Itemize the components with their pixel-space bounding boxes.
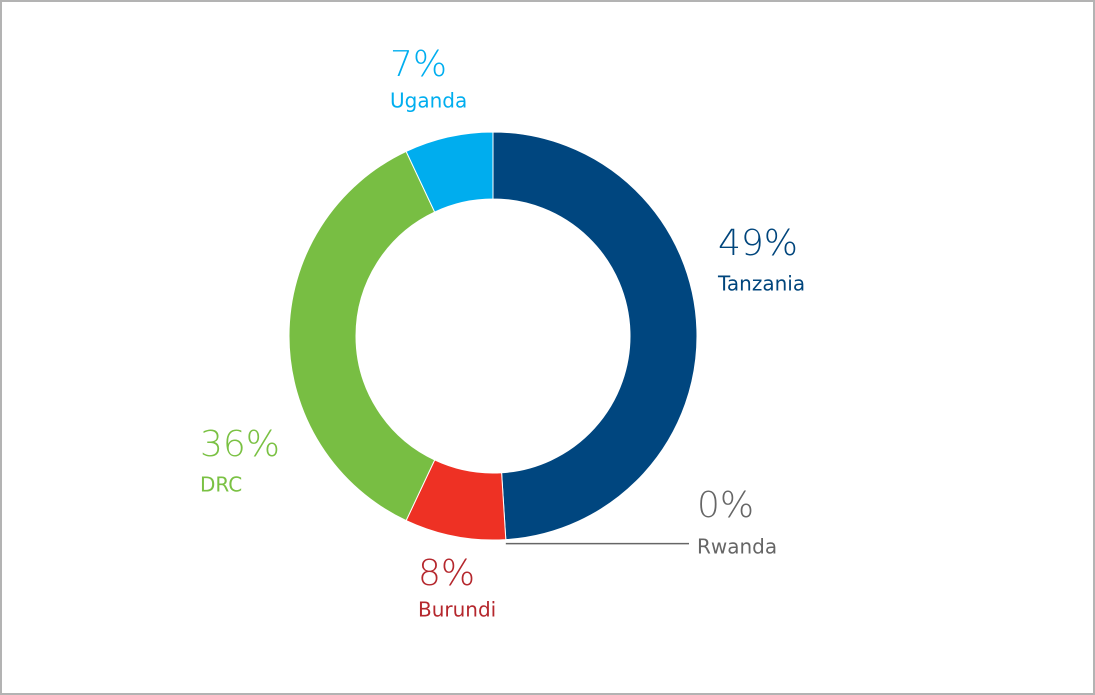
value-label: 7%: [390, 44, 447, 85]
slice: [405, 131, 494, 213]
category-label: DRC: [200, 473, 242, 497]
category-label: Burundi: [418, 598, 496, 622]
value-label: 0%: [697, 485, 754, 526]
category-label: Rwanda: [697, 535, 777, 559]
value-label: 36%: [200, 424, 280, 465]
slice: [288, 150, 436, 522]
value-label: 49%: [718, 223, 798, 264]
category-label: Tanzania: [717, 272, 805, 296]
value-label: 8%: [418, 553, 475, 594]
category-label: Uganda: [390, 89, 467, 113]
slice: [492, 131, 698, 541]
